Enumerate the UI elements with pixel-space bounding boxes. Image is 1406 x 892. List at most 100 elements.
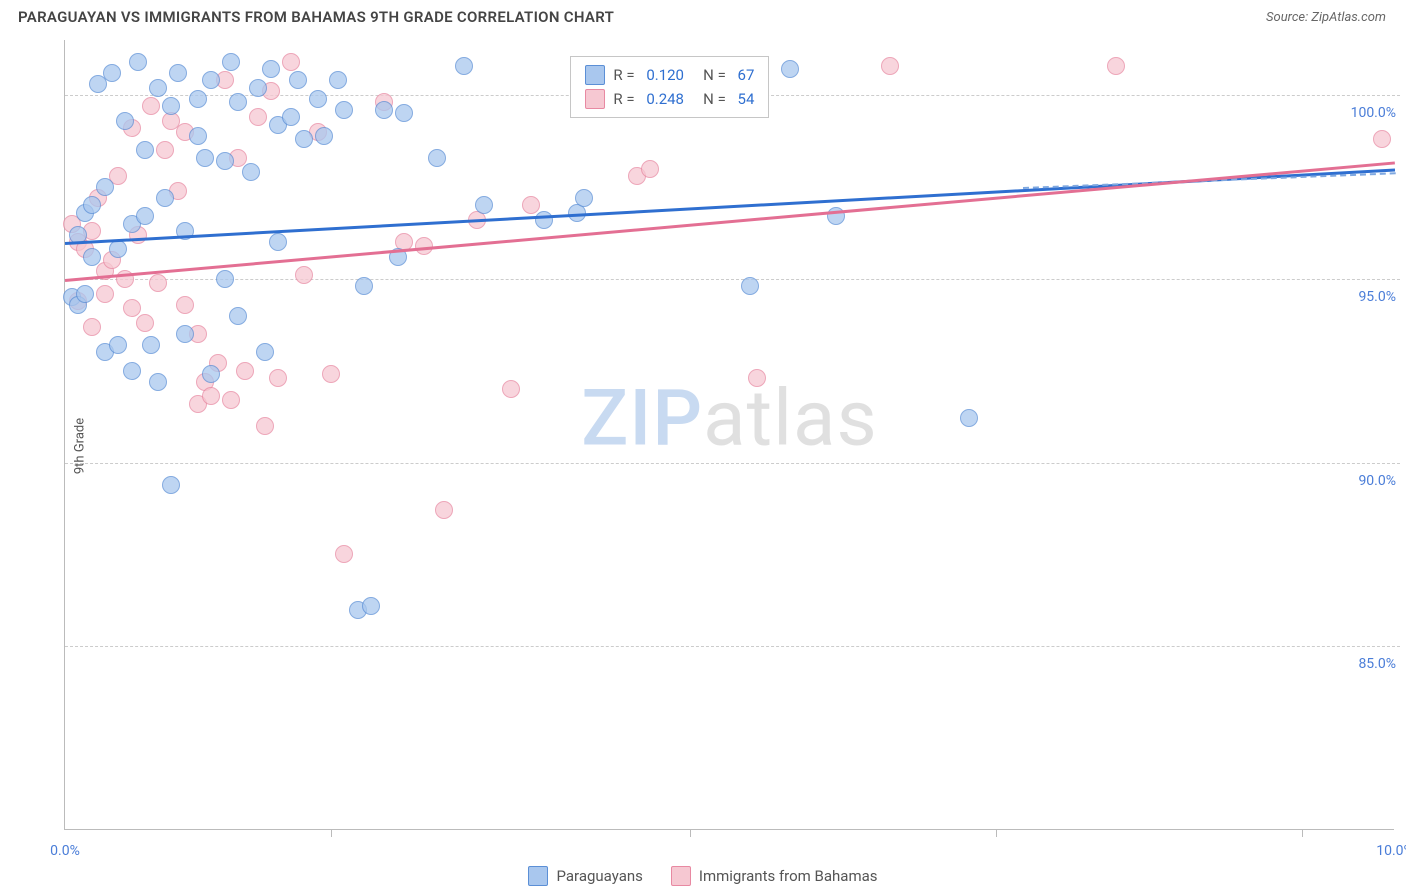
data-point-paraguayans — [315, 127, 333, 145]
y-tick-label: 95.0% — [1356, 289, 1398, 305]
data-point-paraguayans — [395, 104, 413, 122]
stat-r-value: 0.120 — [646, 66, 684, 84]
bottom-legend: Paraguayans Immigrants from Bahamas — [0, 866, 1406, 886]
plot-area: ZIPatlas 85.0%90.0%95.0%100.0%0.0%10.0%R… — [64, 40, 1394, 830]
data-point-paraguayans — [329, 71, 347, 89]
data-point-paraguayans — [149, 373, 167, 391]
data-point-bahamas — [295, 266, 313, 284]
data-point-paraguayans — [169, 64, 187, 82]
data-point-paraguayans — [242, 163, 260, 181]
stat-label: N = — [692, 66, 730, 84]
x-tick — [331, 829, 332, 837]
data-point-bahamas — [136, 314, 154, 332]
data-point-paraguayans — [216, 152, 234, 170]
data-point-paraguayans — [83, 248, 101, 266]
data-point-bahamas — [748, 369, 766, 387]
swatch-icon — [585, 65, 605, 85]
data-point-paraguayans — [229, 307, 247, 325]
swatch-icon — [671, 866, 691, 886]
data-point-paraguayans — [189, 127, 207, 145]
data-point-bahamas — [522, 196, 540, 214]
stat-n-value: 54 — [738, 90, 755, 108]
data-point-paraguayans — [189, 90, 207, 108]
data-point-paraguayans — [781, 60, 799, 78]
data-point-paraguayans — [335, 101, 353, 119]
data-point-paraguayans — [475, 196, 493, 214]
data-point-paraguayans — [289, 71, 307, 89]
data-point-bahamas — [176, 296, 194, 314]
data-point-paraguayans — [129, 53, 147, 71]
data-point-bahamas — [269, 369, 287, 387]
stats-row-paraguayans: R = 0.120 N = 67 — [585, 63, 754, 87]
data-point-bahamas — [236, 362, 254, 380]
stat-label: N = — [692, 90, 730, 108]
data-point-paraguayans — [196, 149, 214, 167]
data-point-paraguayans — [355, 277, 373, 295]
legend-label: Paraguayans — [556, 867, 642, 885]
data-point-paraguayans — [162, 97, 180, 115]
data-point-bahamas — [83, 318, 101, 336]
data-point-bahamas — [335, 545, 353, 563]
data-point-bahamas — [202, 387, 220, 405]
data-point-paraguayans — [229, 93, 247, 111]
legend-label: Immigrants from Bahamas — [699, 867, 878, 885]
data-point-paraguayans — [202, 365, 220, 383]
data-point-bahamas — [142, 97, 160, 115]
stat-label: R = — [613, 90, 638, 108]
data-point-paraguayans — [109, 336, 127, 354]
data-point-bahamas — [502, 380, 520, 398]
data-point-paraguayans — [156, 189, 174, 207]
data-point-paraguayans — [202, 71, 220, 89]
data-point-bahamas — [282, 53, 300, 71]
data-point-bahamas — [149, 274, 167, 292]
x-tick — [996, 829, 997, 837]
source-attribution: Source: ZipAtlas.com — [1266, 10, 1386, 25]
stats-legend: R = 0.120 N = 67R = 0.248 N = 54 — [570, 56, 769, 118]
x-tick-label: 0.0% — [50, 843, 80, 859]
stat-r-value: 0.248 — [646, 90, 684, 108]
data-point-bahamas — [156, 141, 174, 159]
data-point-bahamas — [322, 365, 340, 383]
x-tick — [1302, 829, 1303, 837]
data-point-paraguayans — [142, 336, 160, 354]
stat-n-value: 67 — [738, 66, 755, 84]
gridline — [65, 463, 1400, 464]
data-point-paraguayans — [309, 90, 327, 108]
data-point-paraguayans — [428, 149, 446, 167]
data-point-paraguayans — [162, 476, 180, 494]
chart-title: PARAGUAYAN VS IMMIGRANTS FROM BAHAMAS 9T… — [18, 8, 614, 26]
stats-row-bahamas: R = 0.248 N = 54 — [585, 87, 754, 111]
data-point-paraguayans — [136, 141, 154, 159]
data-point-paraguayans — [295, 130, 313, 148]
data-point-bahamas — [222, 391, 240, 409]
x-tick — [690, 829, 691, 837]
data-point-paraguayans — [249, 79, 267, 97]
data-point-bahamas — [249, 108, 267, 126]
data-point-paraguayans — [575, 189, 593, 207]
data-point-paraguayans — [76, 285, 94, 303]
trend-dash-paraguayans — [1023, 172, 1395, 189]
data-point-paraguayans — [149, 79, 167, 97]
data-point-bahamas — [123, 299, 141, 317]
data-point-bahamas — [641, 160, 659, 178]
data-point-paraguayans — [362, 597, 380, 615]
data-point-bahamas — [1373, 130, 1391, 148]
data-point-paraguayans — [269, 233, 287, 251]
data-point-bahamas — [256, 417, 274, 435]
data-point-paraguayans — [103, 64, 121, 82]
data-point-paraguayans — [960, 409, 978, 427]
data-point-bahamas — [1107, 57, 1125, 75]
x-tick-label: 10.0% — [1376, 843, 1406, 859]
y-tick-label: 90.0% — [1356, 473, 1398, 489]
watermark: ZIPatlas — [581, 373, 878, 464]
data-point-paraguayans — [176, 325, 194, 343]
stat-label: R = — [613, 66, 638, 84]
legend-item-paraguayans: Paraguayans — [528, 866, 642, 886]
gridline — [65, 279, 1400, 280]
data-point-paraguayans — [116, 112, 134, 130]
data-point-bahamas — [96, 285, 114, 303]
chart-container: 9th Grade ZIPatlas 85.0%90.0%95.0%100.0%… — [48, 40, 1406, 852]
y-tick-label: 100.0% — [1349, 105, 1398, 121]
data-point-paraguayans — [282, 108, 300, 126]
data-point-paraguayans — [136, 207, 154, 225]
